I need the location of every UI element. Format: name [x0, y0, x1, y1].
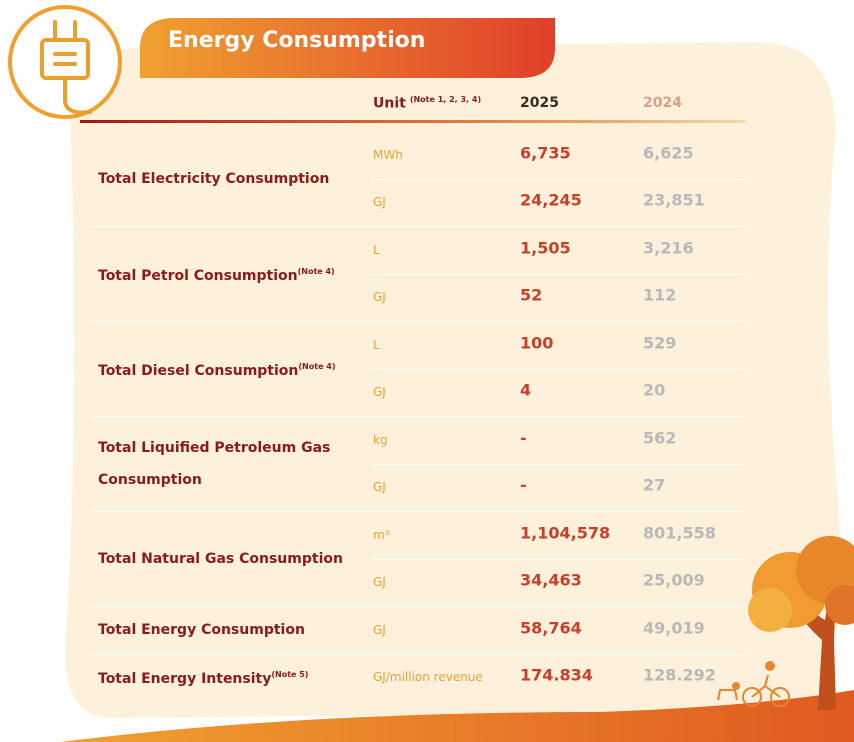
previous-year-header: 2024: [643, 95, 682, 111]
value-previous: 128.292: [643, 665, 716, 685]
row-divider: [370, 463, 745, 465]
group-divider: [90, 321, 745, 322]
unit-header-text: Unit: [373, 95, 406, 112]
unit-cell: GJ: [373, 290, 386, 305]
plug-icon: [40, 20, 92, 115]
value-previous: 529: [643, 333, 677, 353]
row-label-note: (Note 5): [271, 670, 309, 680]
unit-note: (Note 1, 2, 3, 4): [409, 95, 482, 104]
title-banner: [140, 18, 555, 78]
value-previous: 6,625: [643, 143, 694, 163]
tree: [748, 536, 854, 710]
value-previous: 23,851: [643, 190, 705, 210]
unit-cell: L: [373, 242, 380, 257]
row-label-note: (Note 4): [297, 266, 335, 276]
value-current: -: [520, 475, 527, 495]
row-label-text: Total Diesel Consumption: [98, 362, 299, 379]
group-divider: [90, 416, 745, 417]
unit-cell: GJ: [373, 480, 386, 495]
title: Energy Consumption: [168, 28, 426, 53]
group-divider: [90, 606, 745, 607]
value-current: 4: [520, 380, 532, 400]
row-label-text: Total Liquified Petroleum Gas Consumptio…: [98, 439, 331, 488]
unit-cell: GJ/million revenue: [373, 670, 483, 685]
row-label-text: Total Electricity Consumption: [98, 170, 330, 187]
ground: [60, 690, 854, 742]
row-label-text: Total Petrol Consumption: [98, 267, 298, 284]
row-label: Total Electricity Consumption: [98, 163, 358, 195]
row-label-text: Total Energy Intensity: [98, 671, 272, 688]
value-current: 174.834: [520, 665, 593, 685]
value-previous: 112: [643, 285, 677, 305]
value-previous: 20: [643, 380, 666, 400]
unit-cell: kg: [373, 432, 388, 447]
value-current: 34,463: [520, 570, 582, 590]
row-label: Total Energy Consumption: [98, 614, 358, 646]
current-year-header: 2025: [520, 95, 559, 111]
unit-cell: GJ: [373, 575, 386, 590]
value-current: 24,245: [520, 190, 582, 210]
group-divider: [90, 511, 745, 512]
row-label-note: (Note 4): [298, 361, 336, 371]
value-current: 1,505: [520, 238, 571, 258]
row-divider: [370, 273, 745, 275]
unit-cell: GJ: [373, 195, 386, 210]
row-divider: [370, 558, 745, 560]
unit-header: Unit (Note 1, 2, 3, 4): [373, 95, 481, 112]
row-label: Total Diesel Consumption(Note 4): [98, 351, 358, 387]
blob: [65, 42, 841, 718]
row-label-text: Total Natural Gas Consumption: [98, 550, 343, 567]
value-previous: 3,216: [643, 238, 694, 258]
cyclist: [717, 661, 790, 707]
value-current: 58,764: [520, 618, 582, 638]
value-previous: 49,019: [643, 618, 705, 638]
group-divider: [90, 226, 745, 227]
row-label: Total Natural Gas Consumption: [98, 543, 358, 575]
value-previous: 25,009: [643, 570, 705, 590]
value-current: 52: [520, 285, 543, 305]
value-previous: 27: [643, 475, 666, 495]
group-divider: [90, 653, 745, 655]
row-divider: [370, 178, 745, 180]
value-previous: 801,558: [643, 523, 716, 543]
value-current: 6,735: [520, 143, 571, 163]
unit-cell: MWh: [373, 147, 403, 162]
unit-cell: GJ: [373, 385, 386, 400]
value-current: 1,104,578: [520, 523, 611, 543]
value-current: -: [520, 428, 527, 448]
unit-cell: L: [373, 337, 380, 352]
row-label: Total Petrol Consumption(Note 4): [98, 256, 358, 292]
value-previous: 562: [643, 428, 677, 448]
row-label: Total Liquified Petroleum Gas Consumptio…: [98, 432, 358, 496]
row-label: Total Energy Intensity(Note 5): [98, 659, 358, 695]
row-divider: [370, 368, 745, 370]
row-label-text: Total Energy Consumption: [98, 621, 305, 638]
value-current: 100: [520, 333, 554, 353]
unit-cell: m³: [373, 527, 390, 542]
header-rule: [80, 120, 745, 123]
unit-cell: GJ: [373, 622, 386, 637]
